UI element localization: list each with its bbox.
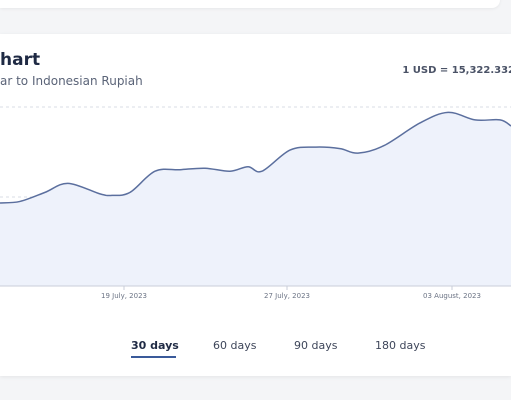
chart-subtitle: ar to Indonesian Rupiah (0, 74, 143, 88)
x-tick-label-1: 19 July, 2023 (101, 292, 147, 300)
series-line (0, 111, 511, 204)
exchange-rate: 1 USD = 15,322.332 (402, 65, 511, 76)
tab-180-days[interactable]: 180 days (375, 339, 426, 352)
x-tick-label-2: 27 July, 2023 (264, 292, 310, 300)
tab-60-days[interactable]: 60 days (213, 339, 257, 352)
tab-30-days[interactable]: 30 days (131, 339, 179, 352)
area-fill (0, 112, 511, 286)
x-tick-label-3: 03 August, 2023 (423, 292, 481, 300)
tab-90-days[interactable]: 90 days (294, 339, 338, 352)
timeframe-tabs: 30 days 60 days 90 days 180 days (0, 339, 511, 369)
page-title: hart (0, 50, 41, 70)
previous-card (0, 0, 500, 8)
exchange-rate-chart: 19 July, 2023 27 July, 2023 03 August, 2… (0, 106, 511, 300)
active-tab-indicator (131, 356, 176, 358)
chart-card: hart ar to Indonesian Rupiah 1 USD = 15,… (0, 34, 511, 376)
